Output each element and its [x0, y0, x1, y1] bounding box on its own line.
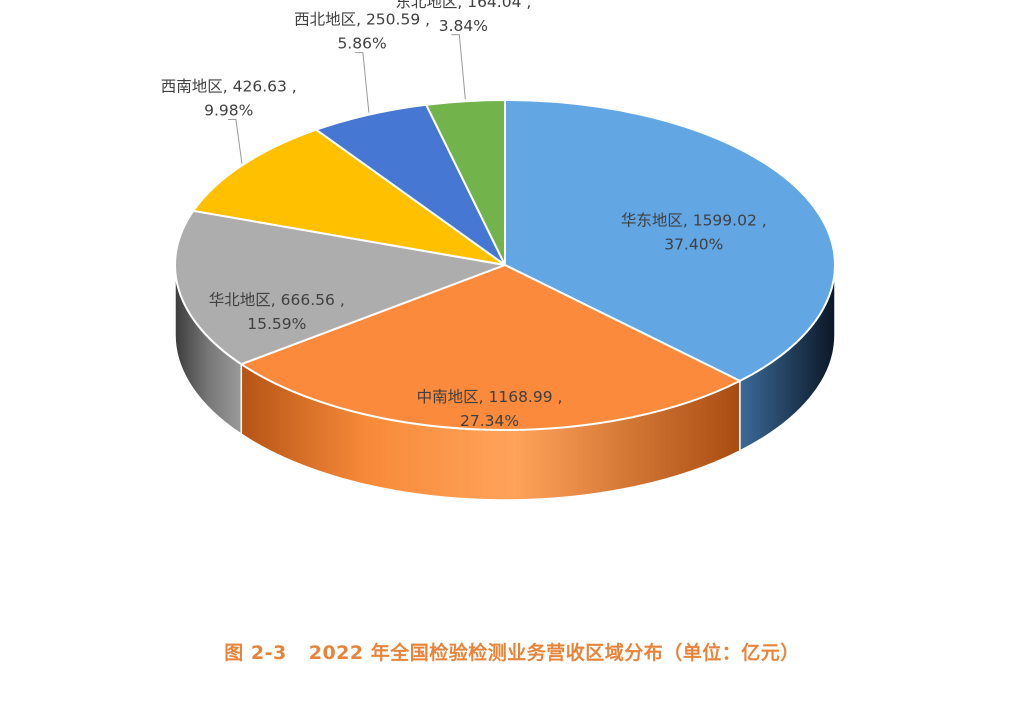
slice-1-percent: 37.40%: [664, 236, 723, 254]
slice-4: [192, 128, 506, 266]
slice-5-percent: 5.86%: [337, 35, 386, 53]
slice-3-label: 华北地区, 666.56 ,: [209, 291, 345, 309]
slice-5-label: 西北地区, 250.59 ,: [294, 11, 430, 29]
slice-5-leader: [354, 52, 370, 113]
figure-title: 2022 年全国检验检测业务营收区域分布（单位：亿元）: [308, 642, 800, 664]
pie-chart: 华东地区, 1599.02 , 37.40% 中南地区, 1168.99 , 27.3…: [161, 0, 836, 501]
slice-5: [315, 103, 506, 266]
slice-6-label: 东北地区, 164.04 ,: [395, 0, 531, 11]
slice-2-label: 中南地区, 1168.99 ,: [417, 388, 563, 406]
slice-1-label: 华东地区, 1599.02 ,: [621, 212, 767, 230]
slice-4-leader: [227, 119, 243, 164]
slice-3: [174, 209, 506, 366]
slice-3-percent: 15.59%: [247, 315, 306, 333]
slice-6: [425, 99, 506, 266]
slice-6-percent: 3.84%: [439, 17, 488, 35]
slice-1: [504, 99, 836, 382]
slice-4-percent: 9.98%: [204, 102, 253, 120]
slice-2: [240, 264, 741, 431]
slice-2-percent: 27.34%: [460, 412, 519, 430]
figure-number: 图 2-3: [224, 642, 287, 664]
slice-6-leader: [451, 34, 466, 100]
slice-4-label: 西南地区, 426.63 ,: [161, 78, 297, 96]
figure-caption: 图 2-3 2022 年全国检验检测业务营收区域分布（单位：亿元）: [0, 638, 1024, 665]
